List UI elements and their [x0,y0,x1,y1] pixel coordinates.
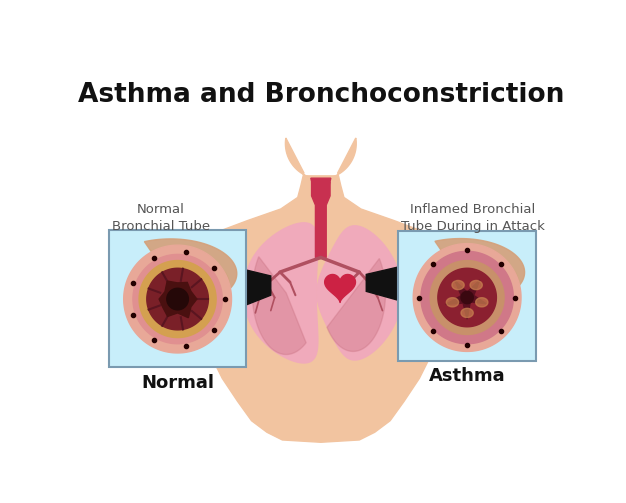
Polygon shape [244,223,318,363]
Polygon shape [147,268,208,330]
Polygon shape [435,238,525,294]
Polygon shape [124,245,232,353]
Text: Inflamed Bronchial
Tube During in Attack: Inflamed Bronchial Tube During in Attack [401,203,545,233]
Polygon shape [461,291,473,304]
Polygon shape [311,178,331,188]
Polygon shape [145,239,237,295]
Polygon shape [133,255,222,344]
Polygon shape [421,252,513,344]
Polygon shape [461,308,473,317]
Polygon shape [438,268,496,327]
Polygon shape [139,261,216,338]
Polygon shape [476,298,488,307]
Polygon shape [167,288,188,310]
Polygon shape [327,259,386,352]
Polygon shape [430,261,504,334]
Text: Asthma and Bronchoconstriction: Asthma and Bronchoconstriction [78,82,564,108]
Text: Normal: Normal [141,374,214,392]
Polygon shape [413,243,521,352]
Polygon shape [245,270,271,305]
Text: Normal
Bronchial Tube: Normal Bronchial Tube [111,203,210,233]
Bar [398,231,536,361]
Polygon shape [366,267,399,301]
Polygon shape [192,138,450,442]
Polygon shape [252,257,306,355]
Bar [109,230,246,367]
Polygon shape [446,298,459,307]
Polygon shape [325,275,356,302]
Polygon shape [446,280,486,319]
Text: Asthma: Asthma [429,367,505,385]
Polygon shape [452,281,464,290]
Polygon shape [159,281,197,318]
Polygon shape [470,281,483,290]
Polygon shape [317,226,402,360]
Polygon shape [304,176,338,204]
Polygon shape [312,182,330,258]
